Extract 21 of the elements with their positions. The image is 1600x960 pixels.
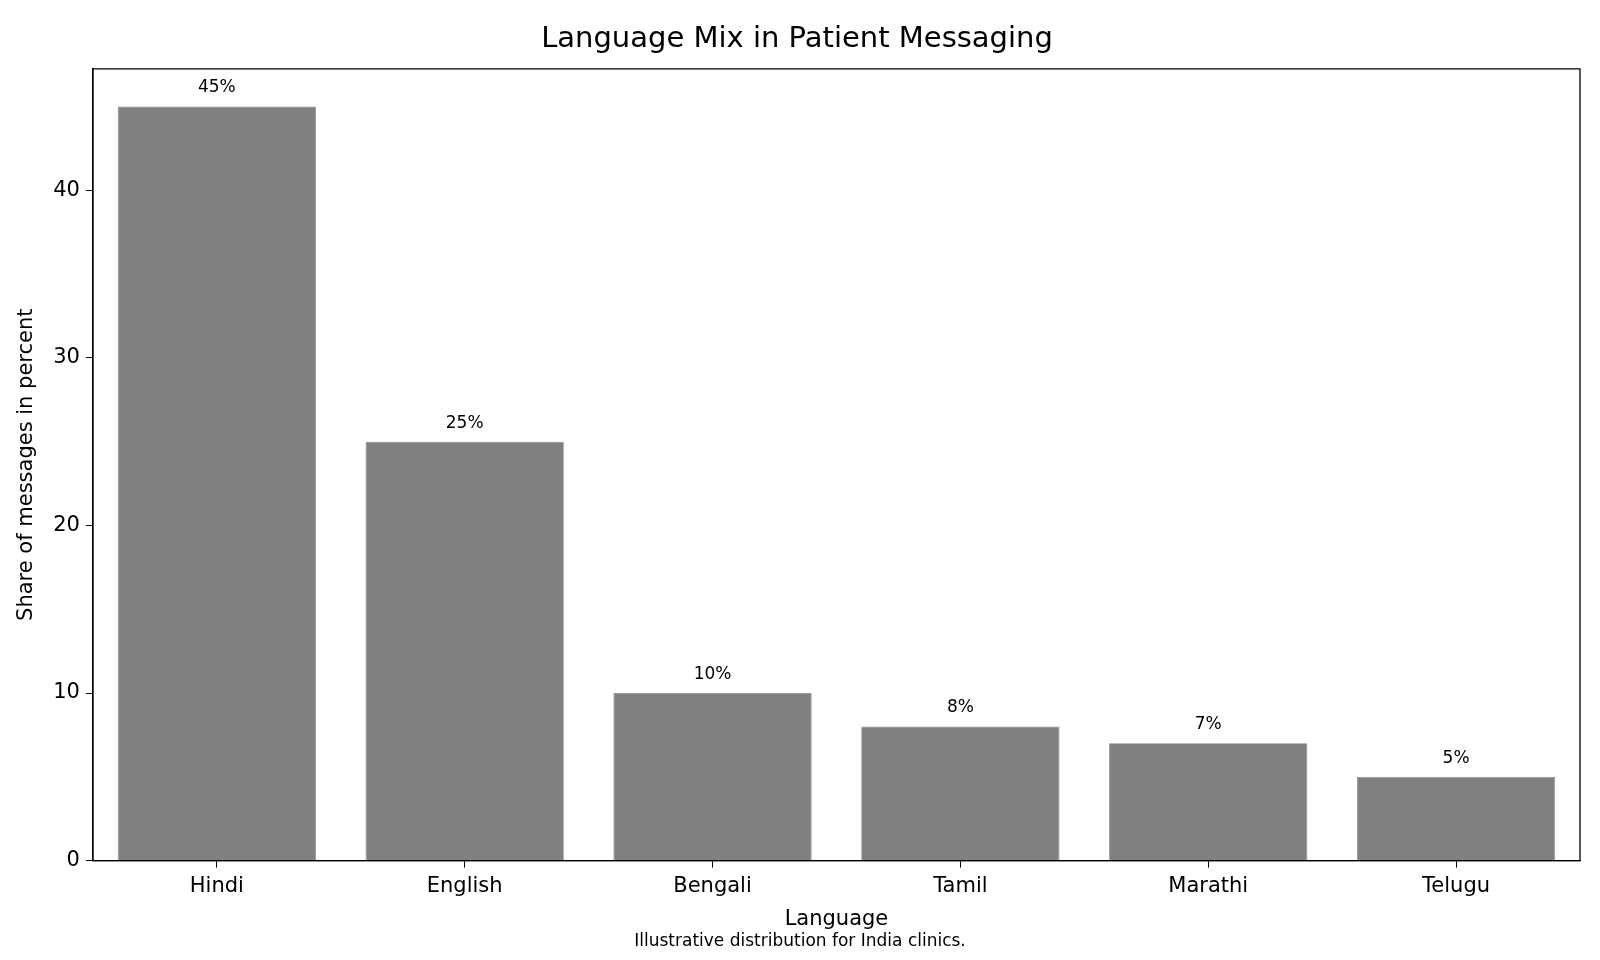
- x-tick-label: Marathi: [1168, 872, 1249, 897]
- y-tick-label: 20: [53, 511, 80, 536]
- data-label: 25%: [445, 411, 484, 432]
- data-label: 45%: [197, 76, 236, 97]
- data-label: 5%: [1442, 746, 1470, 767]
- data-label: 10%: [693, 662, 732, 683]
- x-tick-label: Tamil: [932, 872, 988, 897]
- x-axis-title: Language: [784, 905, 889, 930]
- y-tick-label: 0: [66, 847, 80, 872]
- y-tick-label: 30: [53, 344, 80, 369]
- x-tick-label: Hindi: [189, 872, 244, 897]
- x-tick-label: English: [426, 872, 503, 897]
- y-tick-label: 10: [53, 679, 80, 704]
- data-label: 8%: [946, 696, 974, 717]
- y-tick-label: 40: [53, 176, 80, 201]
- data-label: 7%: [1194, 713, 1222, 734]
- chart-title: Language Mix in Patient Messaging: [541, 19, 1053, 54]
- x-tick-label: Telugu: [1421, 872, 1491, 897]
- y-axis-title: Share of messages in percent: [13, 308, 38, 621]
- x-tick-label: Bengali: [673, 872, 752, 897]
- text: Illustrative distribution for India clinics.: [634, 929, 966, 950]
